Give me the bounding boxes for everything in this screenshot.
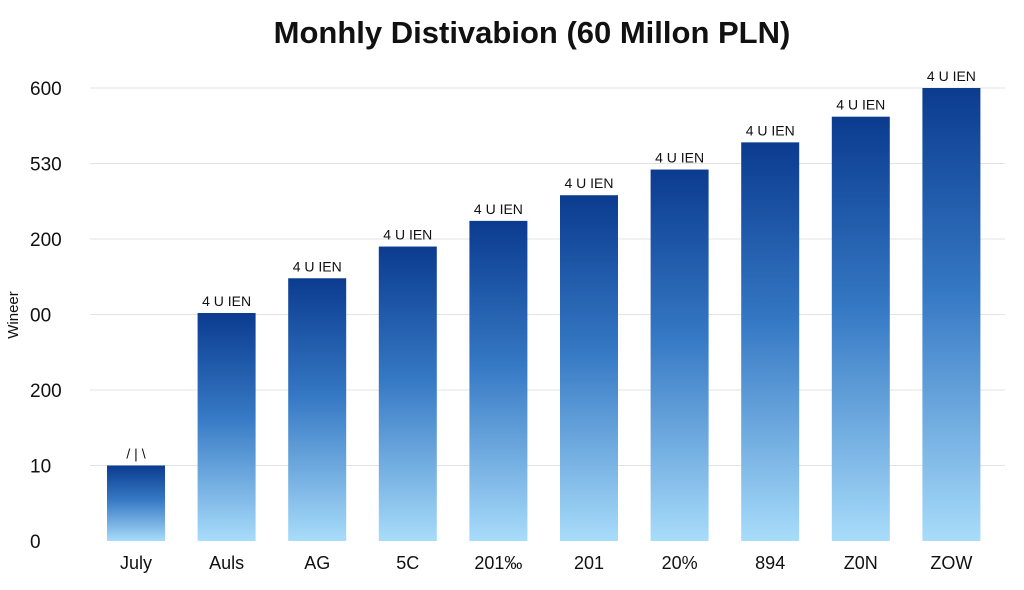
bar-value-label: 4 U IEN bbox=[293, 258, 342, 274]
bar bbox=[288, 278, 347, 541]
bar bbox=[469, 220, 528, 541]
bar bbox=[831, 116, 890, 541]
bar-value-label: 4 U IEN bbox=[655, 150, 704, 166]
data-labels: / | \ 4 U IEN 4 U IEN 4 U IEN 4 U IEN 4 U IEN… bbox=[126, 68, 976, 462]
y-tick-label: 530 bbox=[30, 155, 62, 176]
bar bbox=[650, 169, 709, 542]
bar-value-label: 4 U IEN bbox=[564, 175, 613, 191]
x-tick-label: 5C bbox=[396, 553, 419, 573]
bar bbox=[378, 246, 437, 542]
y-axis-label: Wineer bbox=[5, 291, 22, 339]
y-tick-label: 200 bbox=[30, 230, 62, 251]
bar-value-label: 4 U IEN bbox=[202, 293, 251, 309]
x-tick-label: Auls bbox=[209, 553, 244, 573]
chart-title: Monhly Distivabion (60 Millon PLN) bbox=[274, 15, 791, 50]
x-tick-label: Z0N bbox=[844, 553, 878, 573]
x-tick-label: 201‰ bbox=[474, 553, 522, 573]
bar bbox=[922, 88, 981, 541]
x-tick-label: AG bbox=[304, 553, 330, 573]
y-tick-label: 0 bbox=[30, 532, 41, 553]
bar-value-label: / | \ bbox=[126, 446, 145, 462]
bar bbox=[741, 142, 800, 542]
x-tick-label: July bbox=[120, 553, 152, 573]
x-tick-label: 201 bbox=[574, 553, 604, 573]
bar-value-label: 4 U IEN bbox=[836, 97, 885, 113]
bar bbox=[197, 312, 256, 541]
y-tick-label: 10 bbox=[30, 457, 51, 478]
x-tick-label: ZOW bbox=[930, 553, 972, 573]
bar bbox=[107, 465, 165, 541]
bar bbox=[560, 195, 618, 541]
bar-value-label: 4 U IEN bbox=[474, 201, 523, 217]
bar-value-label: 4 U IEN bbox=[927, 68, 976, 84]
x-tick-label: 894 bbox=[755, 553, 785, 573]
y-axis-ticks: 0 10 200 00 200 530 600 bbox=[30, 79, 62, 553]
y-tick-label: 200 bbox=[30, 381, 62, 402]
y-tick-label: 600 bbox=[30, 79, 62, 100]
bar-value-label: 4 U IEN bbox=[383, 227, 432, 243]
bar-value-label: 4 U IEN bbox=[746, 122, 795, 138]
x-axis-ticks: July Auls AG 5C 201‰ 201 20% 894 Z0N ZOW bbox=[120, 553, 972, 573]
y-tick-label: 00 bbox=[30, 306, 51, 327]
bars bbox=[107, 88, 981, 542]
x-tick-label: 20% bbox=[662, 553, 698, 573]
